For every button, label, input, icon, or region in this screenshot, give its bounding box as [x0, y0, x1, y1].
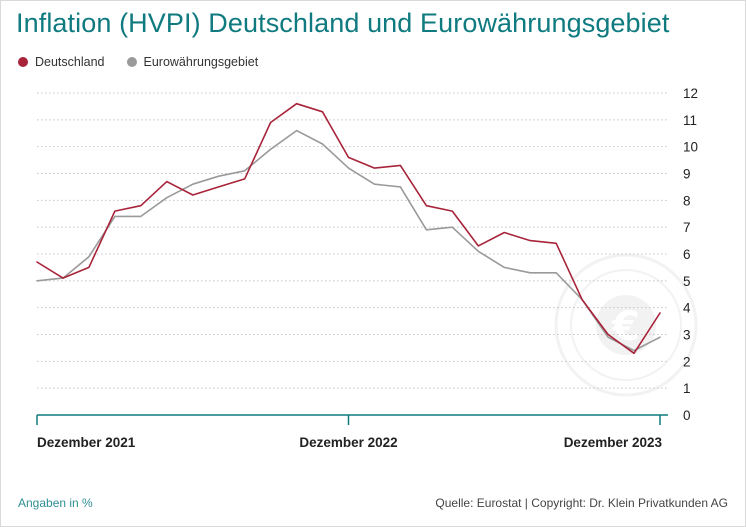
- y-tick-label: 4: [683, 301, 691, 316]
- y-tick-label: 1: [683, 381, 691, 396]
- euro-watermark-icon: €: [554, 253, 698, 397]
- series-line-germany: [36, 102, 661, 355]
- y-tick-label: 3: [683, 328, 691, 343]
- x-tick-label: Dezember 2021: [37, 435, 136, 450]
- series-line-euro: [36, 129, 661, 352]
- legend-dot-germany: [18, 57, 28, 67]
- y-tick-label: 6: [683, 247, 691, 262]
- unit-note: Angaben in %: [18, 496, 93, 510]
- source-note: Quelle: Eurostat | Copyright: Dr. Klein …: [435, 496, 728, 510]
- y-tick-label: 5: [683, 274, 691, 289]
- legend: Deutschland Eurowährungsgebiet: [18, 55, 280, 69]
- svg-text:€: €: [611, 304, 640, 350]
- legend-label-euro: Eurowährungsgebiet: [143, 55, 259, 69]
- x-tick-label: Dezember 2022: [299, 435, 397, 450]
- legend-item-euro: Eurowährungsgebiet: [126, 55, 259, 69]
- x-tick-label: Dezember 2023: [564, 435, 663, 450]
- y-tick-label: 10: [683, 140, 698, 155]
- y-tick-label: 8: [683, 193, 691, 208]
- legend-label-germany: Deutschland: [35, 55, 105, 69]
- y-tick-label: 7: [683, 220, 691, 235]
- y-tick-label: 9: [683, 167, 691, 182]
- y-tick-label: 11: [683, 113, 697, 128]
- y-tick-label: 0: [683, 408, 691, 423]
- legend-dot-euro: [126, 57, 137, 67]
- chart-title: Inflation (HVPI) Deutschland und Eurowäh…: [16, 8, 670, 38]
- legend-item-germany: Deutschland: [18, 55, 105, 69]
- y-tick-label: 2: [683, 354, 691, 369]
- y-tick-label: 12: [683, 86, 698, 101]
